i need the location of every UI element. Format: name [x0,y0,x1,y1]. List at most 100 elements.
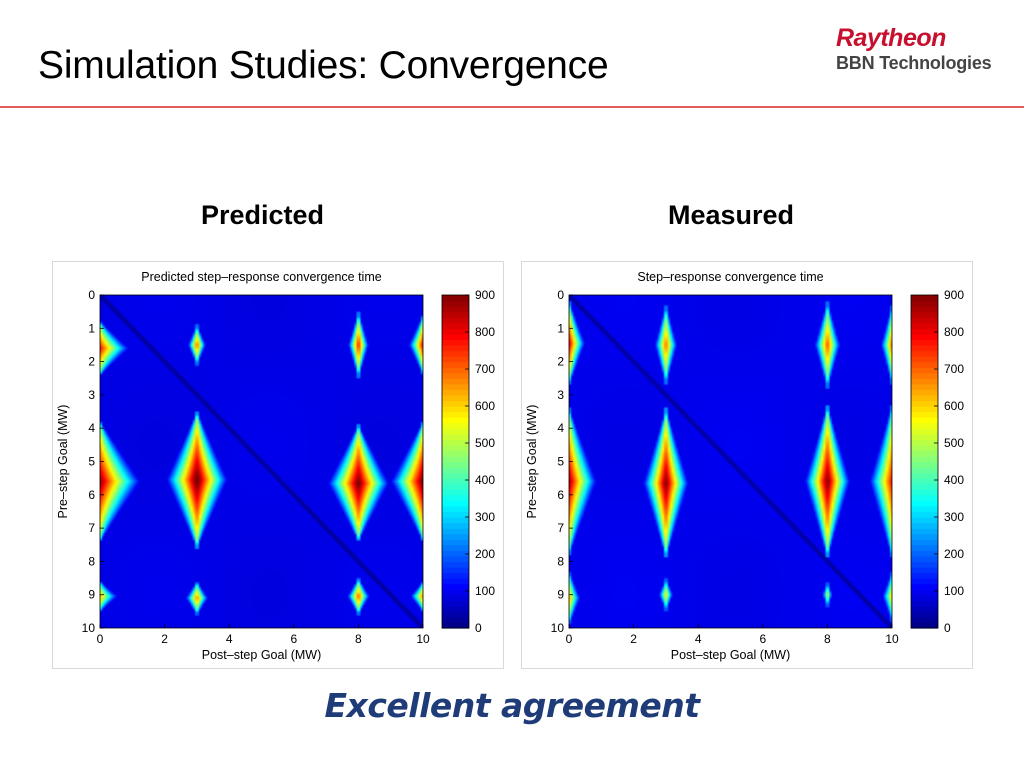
colorbar-segment [911,605,938,612]
colorbar-segment [911,472,938,479]
colorbar-segment [911,383,938,390]
colorbar-segment [911,411,938,418]
colorbar-segment [911,528,938,535]
colorbar-segment [442,461,469,468]
colorbar-segment [442,372,469,379]
x-tick-label: 2 [161,632,168,646]
y-axis-label: Pre–step Goal (MW) [56,405,70,519]
colorbar-segment [442,344,469,352]
x-axis-label: Post–step Goal (MW) [671,648,790,662]
colorbar-segment [911,300,938,307]
company-logo: Raytheon BBN Technologies [836,24,1016,74]
colorbar-tick-label: 200 [475,547,495,561]
predicted-heatmap: Predicted step–response convergence time… [56,270,495,662]
y-tick-label: 8 [557,554,564,568]
x-tick-label: 10 [416,632,430,646]
x-tick-label: 4 [226,632,233,646]
colorbar-segment [442,378,469,385]
colorbar-segment [911,295,938,302]
colorbar-segment [442,566,469,574]
x-tick-label: 2 [630,632,637,646]
colorbar-segment [442,450,469,457]
colorbar-segment [911,367,938,374]
colorbar-segment [911,583,938,590]
colorbar-tick-label: 900 [475,288,495,302]
colorbar-segment [442,389,469,396]
colorbar-tick-label: 900 [944,288,964,302]
y-tick-label: 6 [88,488,95,502]
y-axis-label: Pre–step Goal (MW) [525,405,539,519]
colorbar-segment [911,322,938,329]
colorbar-segment [911,478,938,485]
colorbar-segment [911,311,938,318]
colorbar-segment [442,455,469,463]
colorbar-tick-label: 800 [475,325,495,339]
colorbar-segment [442,500,469,507]
y-tick-label: 8 [88,554,95,568]
colorbar-segment [442,467,469,474]
colorbar-segment [911,306,938,313]
colorbar-segment [442,411,469,418]
colorbar-segment [442,350,469,357]
colorbar-tick-label: 300 [475,510,495,524]
colorbar-segment [442,528,469,535]
colorbar-segment [442,583,469,590]
y-tick-label: 1 [88,321,95,335]
x-tick-label: 0 [97,632,104,646]
x-tick-label: 4 [695,632,702,646]
y-tick-label: 2 [88,355,95,369]
colorbar-segment [442,555,469,562]
colorbar-tick-label: 100 [475,584,495,598]
colorbar-segment [911,566,938,574]
y-tick-label: 0 [88,288,95,302]
y-tick-label: 7 [557,521,564,535]
colorbar-segment [911,455,938,463]
colorbar-segment [442,600,469,607]
colorbar-segment [911,317,938,324]
y-tick-label: 3 [557,388,564,402]
colorbar-segment [442,356,469,363]
title-divider [0,106,1024,108]
colorbar-segment [911,328,938,335]
colorbar-segment [911,467,938,474]
colorbar-segment [442,295,469,302]
colorbar-segment [911,483,938,490]
colorbar-segment [911,505,938,513]
colorbar-segment [442,616,469,624]
colorbar-segment [911,533,938,540]
y-tick-label: 1 [557,321,564,335]
colorbar-segment [911,594,938,601]
colorbar-segment [442,306,469,313]
colorbar-segment [442,300,469,307]
y-tick-label: 0 [557,288,564,302]
x-tick-label: 6 [290,632,297,646]
colorbar-segment [911,333,938,340]
colorbar-segment [442,550,469,557]
colorbar-segment [442,311,469,318]
colorbar-segment [911,600,938,607]
colorbar-segment [911,611,938,618]
chart-title: Predicted step–response convergence time [141,270,381,284]
predicted-chart-panel: Predicted step–response convergence time… [52,261,504,669]
colorbar-segment [911,428,938,435]
colorbar-segment [911,489,938,496]
colorbar-segment [911,589,938,596]
y-tick-label: 5 [88,455,95,469]
colorbar-segment [442,611,469,618]
y-tick-label: 4 [557,421,564,435]
y-tick-label: 10 [551,621,565,635]
y-tick-label: 9 [88,588,95,602]
colorbar-segment [442,605,469,612]
colorbar-segment [911,461,938,468]
colorbar-segment [911,511,938,518]
colorbar-segment [442,417,469,424]
colorbar-segment [442,489,469,496]
colorbar-segment [442,622,469,629]
colorbar-segment [442,483,469,490]
x-tick-label: 8 [355,632,362,646]
colorbar-tick-label: 400 [475,473,495,487]
measured-chart-panel: Step–response convergence time 0 2 4 6 8 10 0 1 2… [521,261,973,669]
colorbar-segment [911,372,938,379]
colorbar-segment [911,450,938,457]
